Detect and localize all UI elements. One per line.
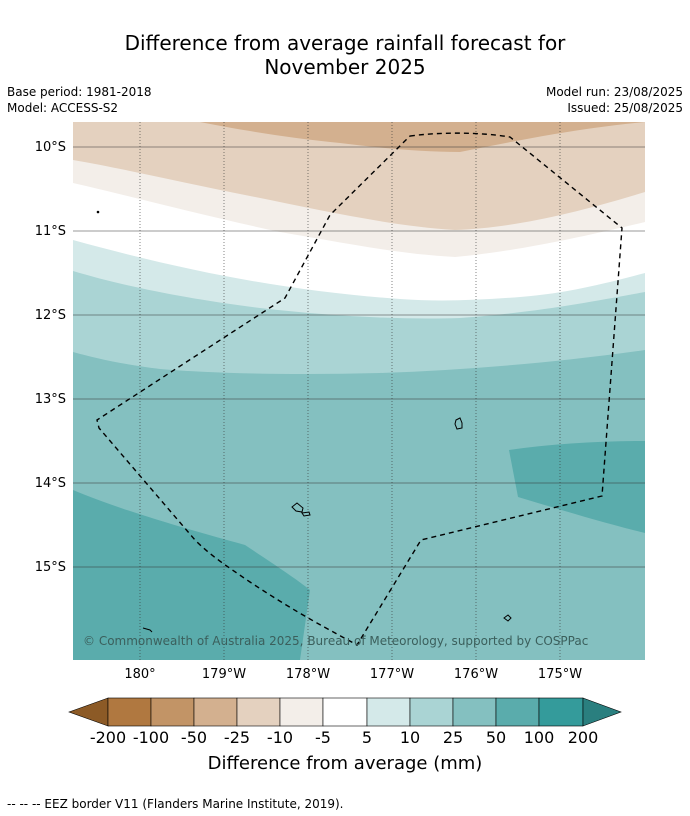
title-line-1: Difference from average rainfall forecas… (124, 31, 566, 55)
meta-left: Base period: 1981-2018 Model: ACCESS-S2 (7, 84, 152, 116)
colorbar-extend-high (582, 697, 622, 727)
eez-border (96, 132, 623, 646)
island (291, 502, 304, 513)
colorbar-cell (107, 697, 152, 727)
lon-labels: 180° 179°W 178°W 177°W 176°W 175°W (124, 667, 582, 682)
colorbar-cell (538, 697, 584, 727)
colorbar-cell (279, 697, 324, 727)
colorbar-cell (150, 697, 195, 727)
island (142, 627, 153, 633)
colorbar-tick: -25 (223, 728, 251, 747)
colorbar-tick: 50 (485, 728, 507, 747)
lon-label: 177°W (370, 667, 414, 682)
colorbar-tick: -50 (180, 728, 208, 747)
lon-label: 175°W (538, 667, 582, 682)
colorbar-cell (452, 697, 497, 727)
lat-label: 14°S (35, 476, 66, 491)
colorbar-cell (193, 697, 238, 727)
rainfall-field (73, 122, 645, 660)
model-name: Model: ACCESS-S2 (7, 101, 119, 115)
colorbar (68, 697, 622, 727)
colorbar-title: Difference from average (mm) (207, 753, 483, 774)
model-run: Model run: 23/08/2025 (545, 85, 683, 99)
field-m25-m10 (73, 122, 645, 230)
colorbar-cell (495, 697, 540, 727)
colorbar-tick-labels: -200 -100 -50 -25 -10 -5 5 10 25 50 100 … (0, 728, 690, 748)
field-50-100-sw (73, 490, 310, 660)
island (503, 614, 512, 622)
lon-label: 178°W (286, 667, 330, 682)
lat-label: 12°S (35, 308, 66, 323)
colorbar-tick: 5 (361, 728, 373, 747)
colorbar-tick: -10 (266, 728, 294, 747)
colorbar-tick: -200 (89, 728, 127, 747)
base-period: Base period: 1981-2018 (7, 85, 152, 99)
lat-labels: 10°S 11°S 12°S 13°S 14°S 15°S (35, 140, 66, 575)
gridlines (73, 146, 645, 568)
colorbar-cell (366, 697, 411, 727)
colorbar-tick: -5 (315, 728, 331, 747)
colorbar-cell (236, 697, 281, 727)
colorbar-tick: 100 (523, 728, 555, 747)
title-line-2: November 2025 (264, 55, 426, 79)
colorbar-tick: 10 (399, 728, 421, 747)
issued-date: Issued: 25/08/2025 (567, 101, 683, 115)
chart-title: Difference from average rainfall forecas… (0, 31, 690, 79)
lat-label: 15°S (35, 560, 66, 575)
field-50-100-east (509, 441, 645, 533)
lon-label: 179°W (202, 667, 246, 682)
island (454, 417, 463, 430)
colorbar-cell (322, 697, 368, 727)
colorbar-cell (409, 697, 454, 727)
field-m50-m25 (200, 122, 645, 152)
lon-label: 176°W (454, 667, 498, 682)
colorbar-tick: -100 (132, 728, 170, 747)
islands (96, 210, 512, 633)
colorbar-tick: 200 (567, 728, 599, 747)
lat-label: 13°S (35, 392, 66, 407)
lat-label: 11°S (35, 224, 66, 239)
lon-label: 180° (124, 667, 155, 682)
copyright-credit: © Commonwealth of Australia 2025, Bureau… (83, 634, 588, 648)
meta-right: Model run: 23/08/2025 Issued: 25/08/2025 (546, 84, 683, 116)
colorbar-tick: 25 (442, 728, 464, 747)
lat-label: 10°S (35, 140, 66, 155)
colorbar-extend-low (68, 697, 109, 727)
island (301, 511, 311, 517)
eez-legend-note: -- -- -- EEZ border V11 (Flanders Marine… (7, 797, 344, 811)
island (96, 210, 100, 214)
